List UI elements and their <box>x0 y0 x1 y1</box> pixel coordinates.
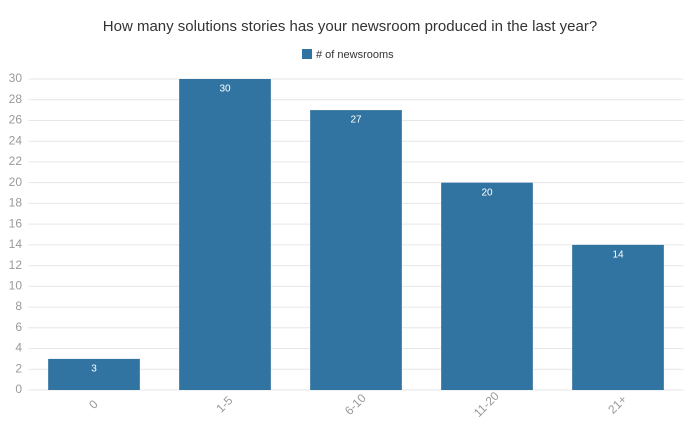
y-tick-label: 28 <box>9 92 23 106</box>
y-tick-label: 8 <box>15 299 22 313</box>
y-tick-label: 12 <box>9 258 23 272</box>
y-tick-label: 26 <box>9 113 23 127</box>
y-tick-label: 20 <box>9 175 23 189</box>
y-tick-label: 4 <box>15 341 22 355</box>
data-label: 14 <box>612 250 624 261</box>
y-tick-label: 30 <box>9 71 23 85</box>
y-tick-label: 18 <box>9 196 23 210</box>
bar <box>572 244 664 390</box>
legend-label: # of newsrooms <box>316 49 394 61</box>
x-tick-label: 21+ <box>605 392 629 416</box>
data-label: 30 <box>219 84 231 95</box>
y-tick-label: 14 <box>9 237 23 251</box>
data-label: 27 <box>350 115 362 126</box>
data-label: 3 <box>91 364 97 375</box>
y-tick-label: 0 <box>15 382 22 396</box>
bar <box>179 79 271 390</box>
x-tick-label: 6-10 <box>342 391 369 418</box>
y-tick-label: 16 <box>9 216 23 230</box>
bar <box>48 358 140 390</box>
x-tick-label: 11-20 <box>471 389 502 420</box>
bar <box>310 110 402 390</box>
legend-swatch <box>302 49 312 59</box>
x-tick-label: 0 <box>86 397 101 412</box>
data-label: 20 <box>481 187 493 198</box>
y-tick-label: 24 <box>9 133 23 147</box>
x-tick-label: 1-5 <box>213 393 235 415</box>
y-tick-label: 6 <box>15 320 22 334</box>
bar <box>441 182 533 390</box>
chart-title: How many solutions stories has your news… <box>103 18 597 35</box>
y-tick-label: 2 <box>15 361 22 375</box>
y-tick-label: 10 <box>9 279 23 293</box>
y-tick-label: 22 <box>9 154 23 168</box>
